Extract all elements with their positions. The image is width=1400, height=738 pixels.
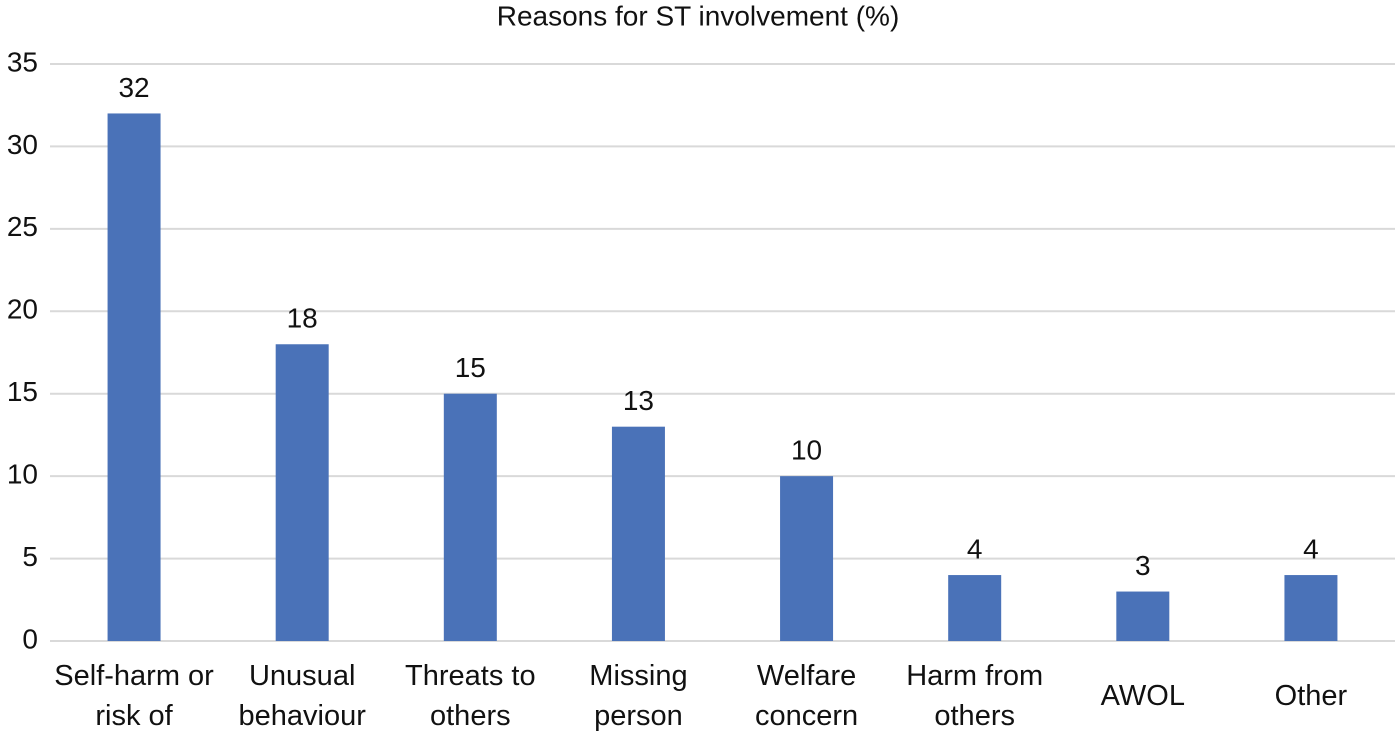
x-tick-label: Harm from others <box>906 660 1044 732</box>
bar <box>275 344 329 641</box>
bar <box>107 113 161 641</box>
bar <box>948 575 1002 641</box>
data-label: 10 <box>791 435 822 466</box>
bar <box>780 476 834 641</box>
data-label: 15 <box>455 352 486 383</box>
x-tick-label: Welfare concern <box>754 660 859 732</box>
x-tick-label: Missing person <box>589 660 688 732</box>
bar <box>611 426 665 641</box>
y-tick-label: 5 <box>22 541 38 572</box>
x-tick-label: Unusual behaviour <box>238 660 366 732</box>
data-label: 13 <box>623 385 654 416</box>
x-tick-label: Threats to others <box>405 660 536 732</box>
bar <box>1284 575 1338 641</box>
data-label: 4 <box>967 533 983 564</box>
y-tick-label: 0 <box>22 623 38 654</box>
x-tick-label: Other <box>1274 680 1348 712</box>
x-tick-label: Self-harm or risk of <box>54 660 214 732</box>
y-tick-label: 35 <box>7 46 38 77</box>
data-label: 4 <box>1303 533 1319 564</box>
data-label: 32 <box>118 72 149 103</box>
data-label: 18 <box>287 303 318 334</box>
x-tick-label: AWOL <box>1100 680 1185 712</box>
data-label: 3 <box>1135 550 1151 581</box>
y-tick-label: 10 <box>7 459 38 490</box>
y-tick-label: 30 <box>7 129 38 160</box>
y-tick-label: 15 <box>7 376 38 407</box>
chart-title: Reasons for ST involvement (%) <box>497 0 900 31</box>
y-tick-label: 25 <box>7 211 38 242</box>
bar <box>1116 591 1170 641</box>
bar <box>443 393 497 641</box>
y-tick-label: 20 <box>7 294 38 325</box>
